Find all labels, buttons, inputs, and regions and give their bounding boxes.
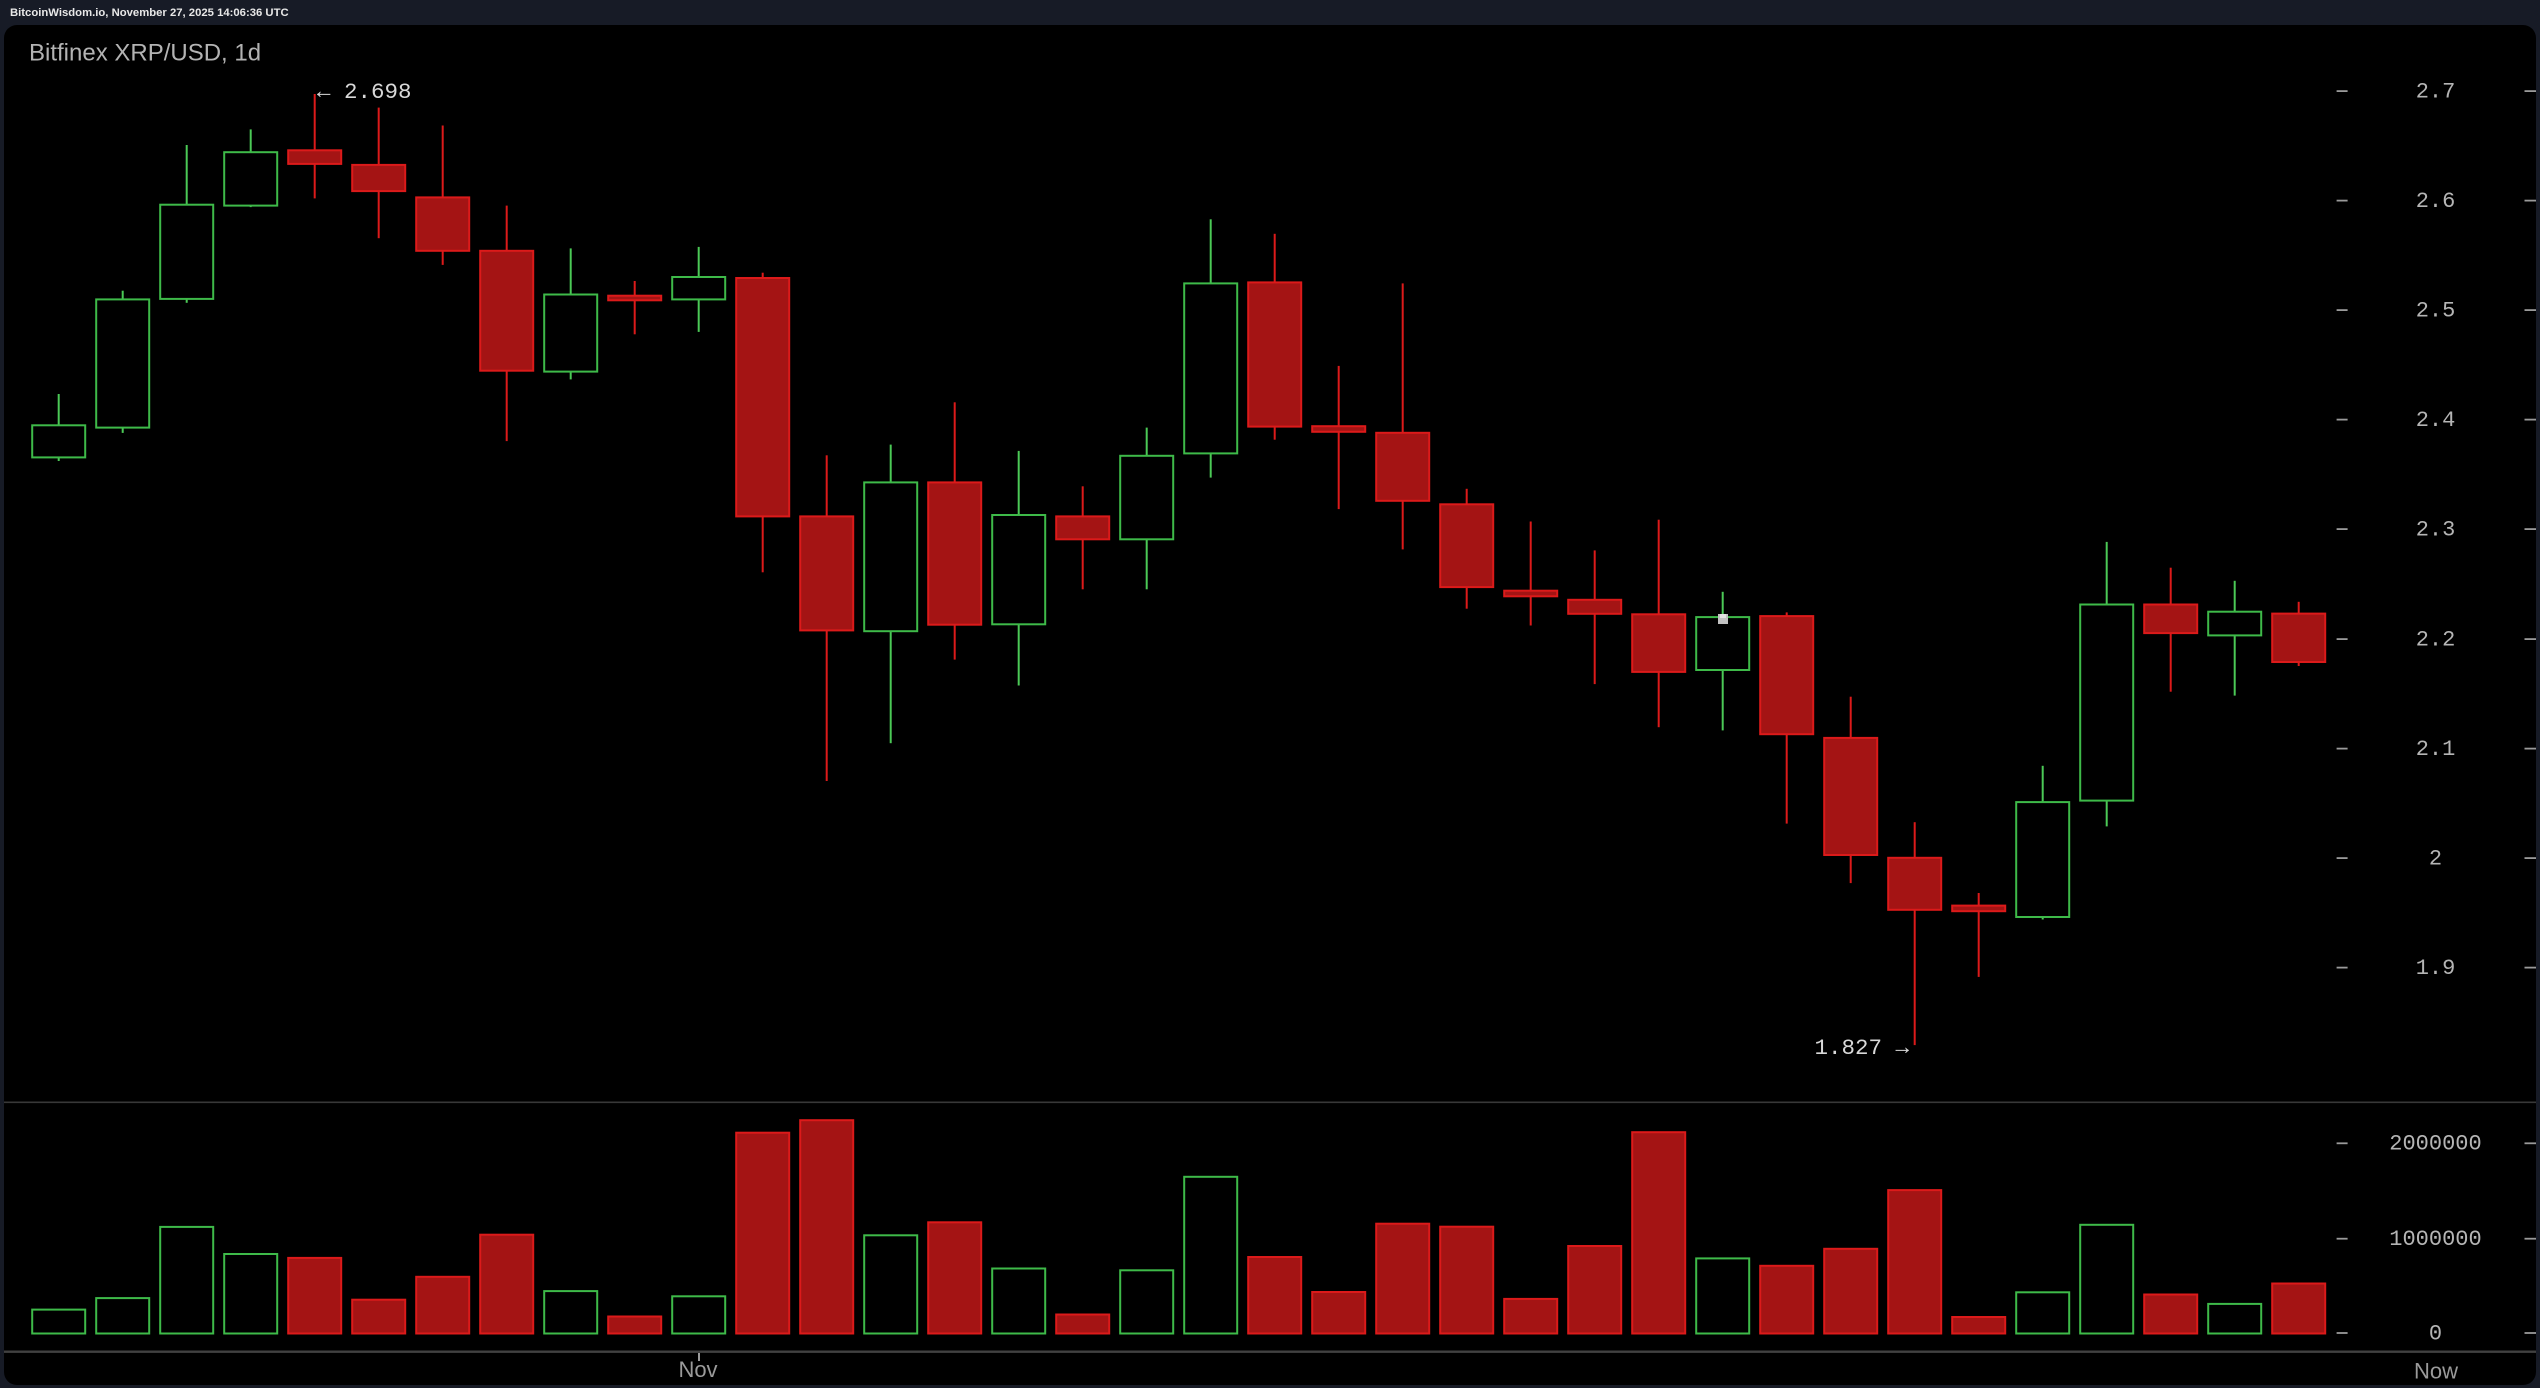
svg-text:1.9: 1.9 — [2416, 956, 2456, 981]
svg-text:2.1: 2.1 — [2416, 737, 2456, 762]
svg-text:1.827 →: 1.827 → — [1814, 1035, 1909, 1061]
svg-text:2.2: 2.2 — [2416, 628, 2456, 653]
svg-text:0: 0 — [2429, 1321, 2442, 1346]
svg-text:Nov: Nov — [678, 1357, 717, 1382]
svg-text:2.6: 2.6 — [2416, 189, 2456, 214]
svg-text:BitcoinWisdom.io, November 27,: BitcoinWisdom.io, November 27, 2025 14:0… — [10, 7, 289, 19]
svg-text:2000000: 2000000 — [2389, 1132, 2481, 1157]
svg-text:2.4: 2.4 — [2416, 408, 2456, 433]
svg-text:Now: Now — [2414, 1359, 2458, 1384]
svg-text:2.5: 2.5 — [2416, 299, 2456, 324]
svg-text:1000000: 1000000 — [2389, 1227, 2481, 1252]
svg-text:Bitfinex XRP/USD, 1d: Bitfinex XRP/USD, 1d — [29, 40, 261, 67]
svg-text:2: 2 — [2429, 847, 2442, 872]
svg-text:2.3: 2.3 — [2416, 518, 2456, 543]
svg-text:2.7: 2.7 — [2416, 80, 2456, 105]
svg-text:← 2.698: ← 2.698 — [317, 79, 412, 105]
